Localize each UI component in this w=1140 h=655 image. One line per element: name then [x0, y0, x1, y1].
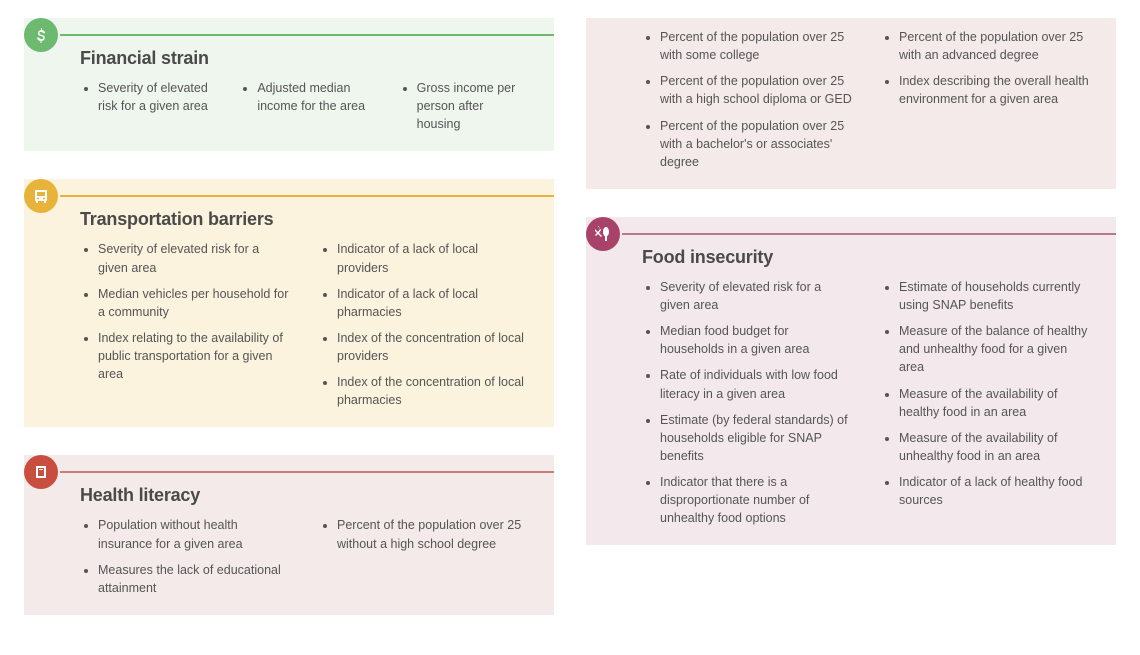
card-rule	[60, 471, 554, 473]
bullet-list: Percent of the population over 25 with s…	[642, 28, 853, 171]
card-transportation-barriers: Transportation barriers Severity of elev…	[24, 179, 554, 427]
card-health-literacy: Health literacy Population without healt…	[24, 455, 554, 615]
bullet-list: Indicator of a lack of local providers I…	[319, 240, 530, 409]
dollar-icon	[24, 18, 58, 52]
card-rule	[622, 233, 1116, 235]
bullet-item: Percent of the population over 25 with a…	[660, 72, 853, 108]
bullet-list: Population without health insurance for …	[80, 516, 291, 597]
bullet-list: Severity of elevated risk for a given ar…	[80, 240, 291, 409]
bullet-list: Gross income per person after housing	[399, 79, 530, 133]
bullet-item: Index relating to the availability of pu…	[98, 329, 291, 383]
bullet-item: Percent of the population over 25 with s…	[660, 28, 853, 64]
bullet-columns: Severity of elevated risk for a given ar…	[642, 278, 1092, 528]
bullet-item: Measure of the availability of healthy f…	[899, 385, 1092, 421]
bullet-item: Percent of the population over 25 with a…	[899, 28, 1092, 64]
bullet-list: Severity of elevated risk for a given ar…	[80, 79, 211, 133]
infographic-layout: Financial strain Severity of elevated ri…	[24, 18, 1116, 615]
bullet-item: Median food budget for households in a g…	[660, 322, 853, 358]
utensils-icon	[586, 217, 620, 251]
bullet-list: Severity of elevated risk for a given ar…	[642, 278, 853, 528]
bullet-item: Measure of the balance of healthy and un…	[899, 322, 1092, 376]
bullet-list: Percent of the population over 25 withou…	[319, 516, 530, 597]
bullet-item: Measures the lack of educa­tional attain…	[98, 561, 291, 597]
bullet-item: Severity of elevated risk for a given ar…	[98, 79, 211, 115]
card-title: Health literacy	[80, 485, 530, 506]
book-icon	[24, 455, 58, 489]
bullet-columns: Percent of the population over 25 with s…	[642, 18, 1092, 171]
bullet-item: Index of the concentration of local phar…	[337, 373, 530, 409]
bus-icon	[24, 179, 58, 213]
card-rule	[60, 195, 554, 197]
bullet-item: Percent of the population over 25 with a…	[660, 117, 853, 171]
card-title: Food insecurity	[642, 247, 1092, 268]
bullet-columns: Population without health insurance for …	[80, 516, 530, 597]
bullet-item: Estimate (by federal standards) of house…	[660, 411, 853, 465]
bullet-item: Index describing the overall health envi…	[899, 72, 1092, 108]
bullet-item: Estimate of households cur­rently using …	[899, 278, 1092, 314]
card-title: Financial strain	[80, 48, 530, 69]
card-financial-strain: Financial strain Severity of elevated ri…	[24, 18, 554, 151]
bullet-item: Severity of elevated risk for a given ar…	[660, 278, 853, 314]
bullet-item: Indicator of a lack of local providers	[337, 240, 530, 276]
bullet-list: Adjusted median income for the area	[239, 79, 370, 133]
bullet-item: Rate of individuals with low food litera…	[660, 366, 853, 402]
bullet-item: Adjusted median income for the area	[257, 79, 370, 115]
right-column: Percent of the population over 25 with s…	[586, 18, 1116, 615]
bullet-columns: Severity of elevated risk for a given ar…	[80, 240, 530, 409]
bullet-item: Gross income per person after housing	[417, 79, 530, 133]
bullet-item: Indicator of a lack of local pharmacies	[337, 285, 530, 321]
bullet-list: Percent of the population over 25 with a…	[881, 28, 1092, 171]
bullet-item: Indicator that there is a disproportiona…	[660, 473, 853, 527]
bullet-item: Median vehicles per house­hold for a com…	[98, 285, 291, 321]
bullet-item: Severity of elevated risk for a given ar…	[98, 240, 291, 276]
bullet-item: Percent of the population over 25 withou…	[337, 516, 530, 552]
bullet-item: Index of the concentration of local prov…	[337, 329, 530, 365]
card-rule	[60, 34, 554, 36]
bullet-item: Indicator of a lack of healthy food sour…	[899, 473, 1092, 509]
card-title: Transportation barriers	[80, 209, 530, 230]
bullet-list: Estimate of households cur­rently using …	[881, 278, 1092, 528]
card-health-literacy-continued: Percent of the population over 25 with s…	[586, 18, 1116, 189]
left-column: Financial strain Severity of elevated ri…	[24, 18, 554, 615]
bullet-columns: Severity of elevated risk for a given ar…	[80, 79, 530, 133]
bullet-item: Measure of the availability of unhealthy…	[899, 429, 1092, 465]
card-food-insecurity: Food insecurity Severity of elevated ris…	[586, 217, 1116, 546]
bullet-item: Population without health insurance for …	[98, 516, 291, 552]
